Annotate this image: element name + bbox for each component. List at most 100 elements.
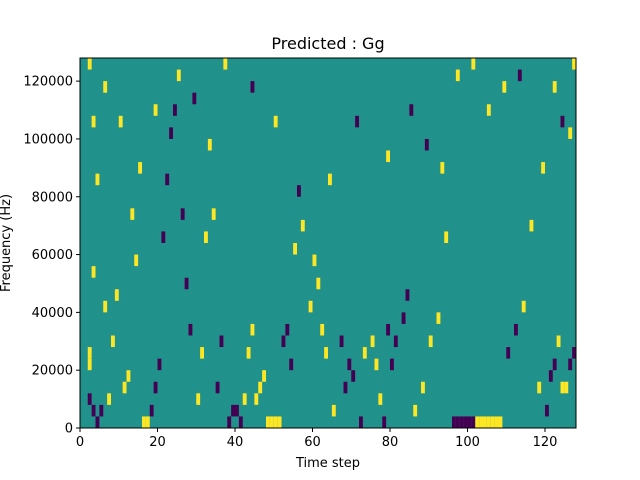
heatmap-cell bbox=[471, 416, 476, 428]
heatmap-cell bbox=[126, 370, 131, 382]
heatmap-cell bbox=[502, 81, 507, 93]
heatmap-cell bbox=[362, 347, 367, 359]
heatmap-cell bbox=[91, 266, 96, 278]
x-tick-label: 80 bbox=[382, 435, 399, 450]
x-tick-label: 100 bbox=[455, 435, 480, 450]
heatmap-cell bbox=[238, 416, 243, 428]
heatmap-cell bbox=[560, 115, 565, 128]
y-tick-label: 0 bbox=[65, 422, 73, 437]
heatmap-cell bbox=[161, 231, 166, 243]
heatmap-cell bbox=[459, 416, 464, 428]
heatmap-cell bbox=[165, 173, 170, 186]
heatmap-cell bbox=[308, 300, 313, 313]
heatmap-cell bbox=[134, 254, 139, 267]
heatmap-cell bbox=[211, 208, 216, 220]
heatmap-cell bbox=[545, 404, 549, 417]
heatmap-cell bbox=[254, 393, 259, 405]
heatmap-cell bbox=[188, 323, 193, 336]
heatmap-cell bbox=[490, 416, 495, 428]
heatmap-cell bbox=[258, 381, 263, 394]
heatmap-cell bbox=[475, 416, 480, 428]
heatmap-cell bbox=[246, 347, 251, 359]
heatmap-cell bbox=[250, 81, 255, 93]
heatmap-cell bbox=[215, 381, 220, 394]
heatmap-cell bbox=[269, 416, 274, 428]
x-tick-label: 0 bbox=[76, 435, 84, 450]
heatmap-cell bbox=[564, 381, 569, 394]
heatmap-cell bbox=[153, 381, 158, 394]
y-tick-label: 20000 bbox=[32, 364, 73, 379]
heatmap-cell bbox=[99, 404, 104, 417]
y-tick-label: 80000 bbox=[32, 190, 73, 205]
heatmap-cell bbox=[262, 370, 267, 382]
heatmap-cell bbox=[118, 115, 123, 128]
heatmap-cell bbox=[568, 127, 573, 139]
heatmap-cell bbox=[316, 277, 321, 290]
heatmap-cell bbox=[285, 323, 290, 336]
heatmap-cell bbox=[486, 104, 491, 116]
heatmap-cell bbox=[91, 115, 96, 128]
heatmap-cell bbox=[289, 358, 294, 371]
x-tick-label: 40 bbox=[227, 435, 244, 450]
heatmap-cell bbox=[176, 69, 181, 82]
heatmap-cell bbox=[498, 416, 503, 428]
heatmap-cell bbox=[556, 335, 561, 348]
heatmap-cell bbox=[370, 335, 375, 348]
y-axis-ticks: 0 20000 40000 60000 80000 100000 120000 bbox=[23, 75, 80, 437]
heatmap-cell bbox=[390, 358, 394, 371]
y-axis-label: Frequency (Hz) bbox=[0, 194, 14, 292]
heatmap-cell bbox=[374, 358, 379, 371]
heatmap-cell bbox=[87, 393, 92, 405]
y-tick-label: 120000 bbox=[23, 75, 73, 90]
heatmap-cell bbox=[107, 393, 112, 405]
heatmap-cell bbox=[521, 300, 526, 313]
heatmap-cell bbox=[273, 416, 278, 428]
heatmap-cell bbox=[552, 358, 557, 371]
heatmap-cell bbox=[122, 381, 127, 394]
heatmap-cell bbox=[440, 162, 445, 174]
heatmap-cell bbox=[293, 243, 298, 255]
plot-frame bbox=[79, 57, 577, 429]
heatmap-cell bbox=[428, 335, 433, 348]
heatmap-cell bbox=[91, 404, 96, 417]
heatmap-cell bbox=[351, 370, 356, 382]
heatmap-cell bbox=[242, 393, 247, 405]
heatmap-cell bbox=[424, 138, 429, 151]
heatmap-cell bbox=[444, 231, 449, 243]
heatmap-cell bbox=[455, 69, 460, 82]
heatmap-cell bbox=[514, 323, 518, 336]
heatmap-cell bbox=[568, 358, 573, 371]
y-tick-label: 40000 bbox=[32, 306, 73, 321]
chart-title: Predicted : Gg bbox=[271, 34, 384, 53]
heatmap-cell bbox=[328, 173, 332, 186]
heatmap-cell bbox=[87, 58, 92, 70]
heatmap-cell bbox=[281, 335, 286, 348]
heatmap-cell bbox=[320, 323, 325, 336]
heatmap-cell bbox=[413, 404, 418, 417]
x-tick-label: 20 bbox=[149, 435, 166, 450]
heatmap-cell bbox=[196, 393, 201, 405]
heatmap-cell bbox=[347, 358, 352, 371]
x-axis-label: Time step bbox=[295, 456, 360, 471]
heatmap-cell bbox=[138, 162, 143, 174]
heatmap-cell bbox=[494, 416, 499, 428]
heatmap-cell bbox=[192, 92, 197, 105]
heatmap-cell bbox=[87, 347, 92, 359]
heatmap-cell bbox=[386, 150, 391, 163]
heatmap-cell bbox=[537, 381, 542, 394]
heatmap-cell bbox=[142, 416, 146, 428]
heatmap-cell bbox=[157, 358, 162, 371]
heatmap-cell bbox=[529, 219, 534, 232]
heatmap-cell bbox=[111, 335, 115, 348]
heatmap-cell bbox=[207, 138, 212, 151]
heatmap-cell bbox=[95, 173, 100, 186]
heatmap-cell bbox=[87, 358, 92, 371]
heatmap-cell bbox=[517, 69, 522, 82]
heatmap-cell bbox=[300, 219, 305, 232]
heatmap-cell bbox=[231, 404, 236, 417]
heatmap-cell bbox=[572, 58, 577, 70]
heatmap-cell bbox=[339, 335, 344, 348]
heatmap-cell bbox=[153, 104, 158, 116]
heatmap-cell bbox=[483, 416, 487, 428]
